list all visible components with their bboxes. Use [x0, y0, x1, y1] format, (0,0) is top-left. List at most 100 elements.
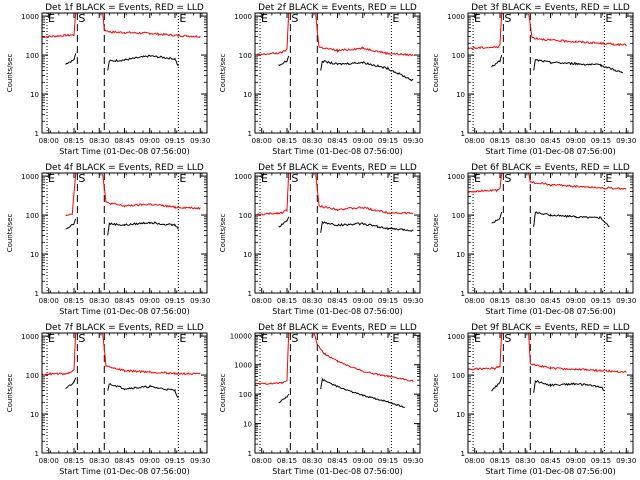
panel-title: Det 8f BLACK = Events, RED = LLD [258, 323, 417, 333]
y-tick-label: 1000 [447, 173, 465, 181]
lld-rate-line [42, 13, 78, 39]
x-tick-label: 08:45 [327, 297, 347, 305]
x-axis-label: Start Time (01-Dec-08 07:56:00) [485, 307, 616, 316]
x-tick-label: 09:15 [378, 457, 398, 465]
x-tick-label: 08:15 [490, 297, 510, 305]
x-tick-label: 09:30 [616, 297, 636, 305]
x-tick-label: 08:15 [64, 297, 84, 305]
time-marker-label: E [392, 12, 399, 25]
x-axis-label: Start Time (01-Dec-08 07:56:00) [272, 307, 403, 316]
lld-rate-line [102, 13, 201, 38]
y-axis-label: Counts/sec [432, 54, 440, 93]
x-axis-label: Start Time (01-Dec-08 07:56:00) [59, 147, 190, 156]
lld-rate-line [528, 13, 627, 47]
time-marker-label: E [605, 332, 612, 345]
y-tick-label: 10 [30, 91, 39, 99]
detector-panel: Det 9f BLACK = Events, RED = LLD Counts/s… [432, 323, 636, 476]
y-tick-label: 1000 [447, 13, 465, 21]
x-tick-label: 09:00 [353, 297, 373, 305]
x-tick-label: 08:00 [39, 457, 59, 465]
x-tick-label: 08:00 [252, 457, 272, 465]
time-marker-label: S [504, 332, 511, 345]
y-tick-label: 1000 [21, 13, 39, 21]
y-tick-label: 1000 [447, 333, 465, 341]
x-tick-label: 09:30 [190, 137, 210, 145]
event-rate-line [320, 377, 405, 408]
event-rate-line [491, 211, 503, 224]
x-tick-label: 08:45 [327, 457, 347, 465]
x-tick-label: 09:15 [591, 137, 611, 145]
event-rate-line [65, 53, 77, 65]
y-tick-label: 1 [35, 290, 39, 298]
y-tick-label: 100 [452, 52, 465, 60]
x-tick-label: 08:15 [277, 457, 297, 465]
y-axis-label: Counts/sec [432, 214, 440, 253]
y-tick-label: 100 [26, 372, 39, 380]
x-tick-label: 08:00 [252, 297, 272, 305]
event-rate-line [491, 54, 503, 68]
panel-title: Det 9f BLACK = Events, RED = LLD [471, 323, 630, 333]
y-axis-label: Counts/sec [6, 214, 14, 253]
event-rate-line [533, 379, 605, 393]
event-rate-line [491, 376, 503, 392]
x-tick-label: 09:00 [140, 137, 160, 145]
x-tick-label: 09:00 [566, 137, 586, 145]
event-rate-line [533, 211, 610, 227]
lld-rate-line [255, 333, 291, 385]
y-tick-label: 1 [461, 450, 465, 458]
x-tick-label: 08:30 [302, 297, 322, 305]
x-tick-label: 09:30 [616, 137, 636, 145]
lld-rate-line [65, 173, 78, 217]
x-tick-label: 09:30 [616, 457, 636, 465]
y-tick-label: 10 [30, 411, 39, 419]
event-rate-line [278, 216, 290, 228]
plot-frame [254, 12, 421, 134]
x-tick-label: 09:15 [378, 137, 398, 145]
x-tick-label: 08:15 [277, 137, 297, 145]
time-marker-label: E [474, 12, 481, 25]
time-marker-label: E [179, 332, 186, 345]
lld-rate-line [315, 13, 414, 57]
y-tick-label: 100 [239, 52, 252, 60]
event-rate-line [278, 55, 290, 67]
time-marker-label: E [261, 172, 268, 185]
panel-title: Det 3f BLACK = Events, RED = LLD [471, 3, 630, 13]
event-rate-line [107, 383, 179, 399]
time-marker-label: E [48, 12, 55, 25]
time-marker-label: E [179, 12, 186, 25]
time-marker-label: S [78, 12, 85, 25]
lld-rate-line [102, 333, 201, 376]
x-tick-label: 08:30 [89, 137, 109, 145]
x-tick-label: 08:45 [540, 137, 560, 145]
time-marker-label: S [78, 332, 85, 345]
y-tick-label: 1 [461, 130, 465, 138]
panel-title: Det 7f BLACK = Events, RED = LLD [45, 323, 204, 333]
time-marker-label: E [605, 12, 612, 25]
time-marker-label: S [504, 12, 511, 25]
lld-rate-line [42, 333, 78, 376]
x-tick-label: 09:00 [140, 457, 160, 465]
x-tick-label: 08:00 [465, 457, 485, 465]
x-tick-label: 08:45 [114, 297, 134, 305]
x-tick-label: 09:15 [591, 297, 611, 305]
time-marker-label: E [474, 332, 481, 345]
time-marker-label: S [504, 172, 511, 185]
x-tick-label: 08:45 [327, 137, 347, 145]
detector-panel: Det 2f BLACK = Events, RED = LLD Counts/s… [219, 3, 423, 156]
x-tick-label: 09:30 [403, 457, 423, 465]
y-tick-label: 1000 [21, 173, 39, 181]
y-tick-label: 100 [26, 212, 39, 220]
y-tick-label: 1 [248, 450, 252, 458]
time-marker-label: E [474, 172, 481, 185]
x-tick-label: 09:00 [353, 137, 373, 145]
x-axis-label: Start Time (01-Dec-08 07:56:00) [59, 467, 190, 476]
x-axis-label: Start Time (01-Dec-08 07:56:00) [59, 307, 190, 316]
y-axis-label: Counts/sec [219, 214, 227, 253]
plot-frame [467, 332, 634, 454]
event-rate-line [533, 59, 624, 74]
y-axis-label: Counts/sec [219, 374, 227, 413]
x-tick-label: 08:00 [465, 137, 485, 145]
x-axis-label: Start Time (01-Dec-08 07:56:00) [272, 467, 403, 476]
y-tick-label: 100 [452, 372, 465, 380]
x-tick-label: 09:00 [566, 457, 586, 465]
